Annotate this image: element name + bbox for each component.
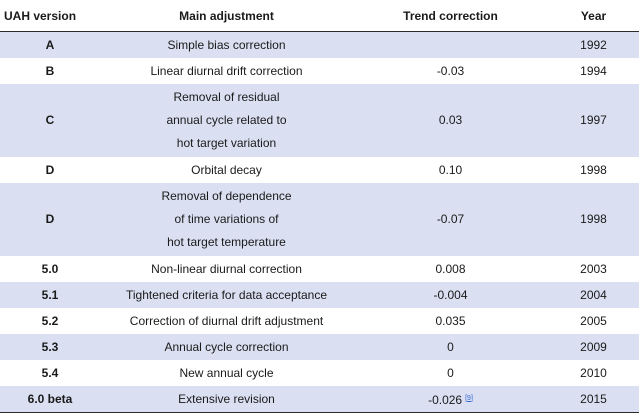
year-cell: 2010 <box>548 360 639 386</box>
table-row: 5.2 Correction of diurnal drift adjustme… <box>0 308 639 334</box>
adjustment-text-line-1: Removal of dependence <box>161 189 292 203</box>
year-cell: 2009 <box>548 334 639 360</box>
year-cell: 2003 <box>548 256 639 282</box>
version-cell: D <box>0 183 100 256</box>
header-uah-version: UAH version <box>0 0 100 32</box>
adjustment-text: Correction of diurnal drift adjustment <box>129 313 324 328</box>
trend-cell: 0 <box>353 360 548 386</box>
table-row: D Orbital decay 0.10 1998 <box>0 157 639 183</box>
trend-cell: 0 <box>353 334 548 360</box>
version-cell: A <box>0 31 100 58</box>
table-row: A Simple bias correction 1992 <box>0 31 639 58</box>
adjustment-text-line-3: hot target temperature <box>167 235 286 249</box>
adjustment-text: Orbital decay <box>191 162 262 177</box>
adjustment-text: Tightened criteria for data acceptance <box>125 287 327 302</box>
year-cell: 2005 <box>548 308 639 334</box>
adjustment-cell: Annual cycle correction <box>100 334 353 360</box>
header-main-adjustment: Main adjustment <box>100 0 353 32</box>
version-cell: 5.2 <box>0 308 100 334</box>
version-cell: C <box>0 84 100 157</box>
adjustment-text-line-2: annual cycle related to <box>166 113 287 127</box>
year-cell: 1998 <box>548 157 639 183</box>
header-row: UAH version Main adjustment Trend correc… <box>0 0 639 32</box>
adjustment-cell: Removal of residual annual cycle related… <box>100 84 353 157</box>
table-body: A Simple bias correction 1992 B Linear d… <box>0 31 639 413</box>
trend-cell: 0.10 <box>353 157 548 183</box>
adjustment-text-line-1: Removal of residual <box>173 90 280 104</box>
adjustment-text: New annual cycle <box>179 365 274 380</box>
table-row: 5.4 New annual cycle 0 2010 <box>0 360 639 386</box>
adjustment-text: Linear diurnal drift correction <box>150 63 303 78</box>
trend-cell: -0.026 [9] <box>353 386 548 413</box>
table-row: B Linear diurnal drift correction -0.03 … <box>0 58 639 84</box>
adjustment-cell: Linear diurnal drift correction <box>100 58 353 84</box>
year-cell: 1992 <box>548 31 639 58</box>
adjustment-text-line-2: of time variations of <box>174 212 279 226</box>
version-cell: 6.0 beta <box>0 386 100 413</box>
adjustment-cell: Tightened criteria for data acceptance <box>100 282 353 308</box>
adjustment-cell: Correction of diurnal drift adjustment <box>100 308 353 334</box>
table-row: 5.1 Tightened criteria for data acceptan… <box>0 282 639 308</box>
adjustment-text: Simple bias correction <box>167 37 286 52</box>
version-cell: D <box>0 157 100 183</box>
adjustment-text: Extensive revision <box>178 391 275 406</box>
table-row: D Removal of dependence of time variatio… <box>0 183 639 256</box>
trend-cell: 0.03 <box>353 84 548 157</box>
trend-cell: 0.035 <box>353 308 548 334</box>
version-cell: 5.0 <box>0 256 100 282</box>
version-cell: B <box>0 58 100 84</box>
year-cell: 2015 <box>548 386 639 413</box>
reference-link[interactable]: [9] <box>465 394 473 402</box>
trend-cell: -0.004 <box>353 282 548 308</box>
year-cell: 1997 <box>548 84 639 157</box>
year-cell: 1998 <box>548 183 639 256</box>
table-row: 5.3 Annual cycle correction 0 2009 <box>0 334 639 360</box>
version-cell: 5.1 <box>0 282 100 308</box>
header-year: Year <box>548 0 639 32</box>
adjustment-cell: Removal of dependence of time variations… <box>100 183 353 256</box>
adjustment-cell: Simple bias correction <box>100 31 353 58</box>
adjustment-cell: Non-linear diurnal correction <box>100 256 353 282</box>
adjustment-cell: Orbital decay <box>100 157 353 183</box>
trend-cell: 0.008 <box>353 256 548 282</box>
year-cell: 1994 <box>548 58 639 84</box>
version-cell: 5.3 <box>0 334 100 360</box>
adjustment-text: Non-linear diurnal correction <box>151 261 302 276</box>
table-header: UAH version Main adjustment Trend correc… <box>0 0 639 32</box>
version-cell: 5.4 <box>0 360 100 386</box>
table-row: C Removal of residual annual cycle relat… <box>0 84 639 157</box>
trend-cell: -0.03 <box>353 58 548 84</box>
year-cell: 2004 <box>548 282 639 308</box>
table-row: 6.0 beta Extensive revision -0.026 [9] 20… <box>0 386 639 413</box>
trend-cell <box>353 31 548 58</box>
table-row: 5.0 Non-linear diurnal correction 0.008 … <box>0 256 639 282</box>
trend-cell: -0.07 <box>353 183 548 256</box>
adjustment-text: Annual cycle correction <box>164 339 289 354</box>
adjustment-cell: Extensive revision <box>100 386 353 413</box>
adjustment-text-line-3: hot target variation <box>176 136 277 150</box>
adjustment-cell: New annual cycle <box>100 360 353 386</box>
header-trend-correction: Trend correction <box>353 0 548 32</box>
trend-value: -0.026 <box>428 392 463 407</box>
